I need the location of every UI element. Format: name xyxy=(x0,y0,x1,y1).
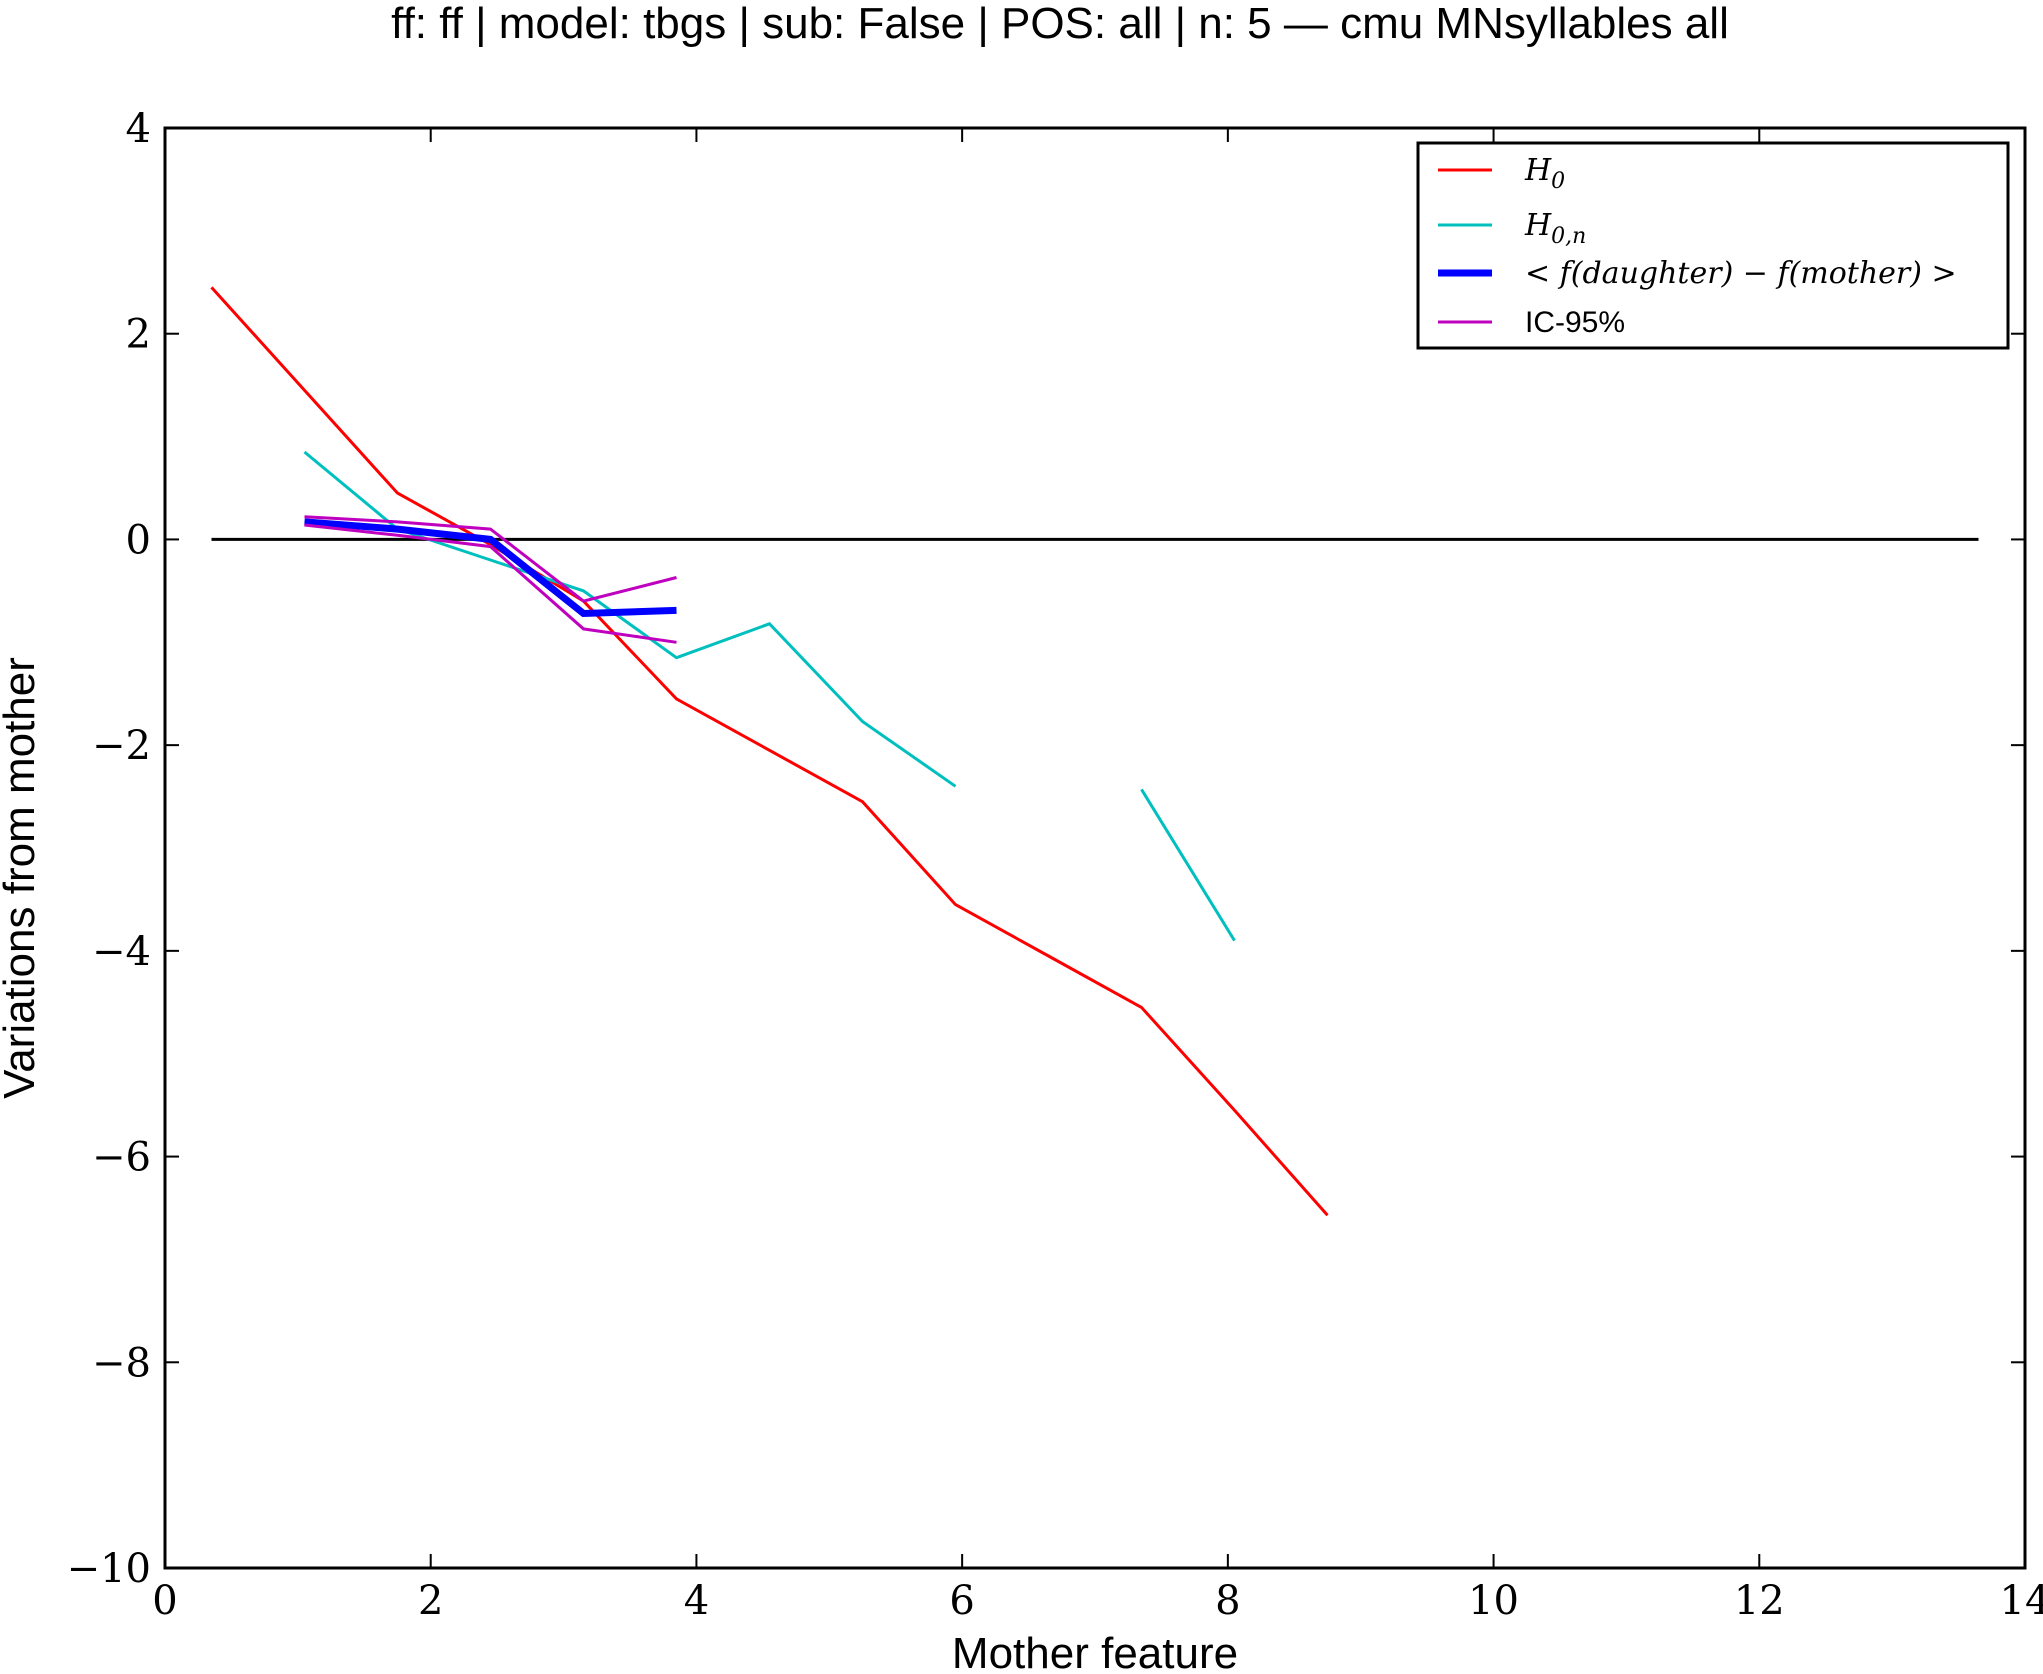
plot-area xyxy=(210,286,1979,1217)
y-tick-label: −6 xyxy=(92,1135,151,1181)
y-tick-label: 4 xyxy=(126,106,151,152)
y-tick-label: −4 xyxy=(92,929,151,975)
series-line-f-daughter-f-mother-seg-0 xyxy=(304,518,677,618)
y-tick-label: 2 xyxy=(126,312,151,358)
y-tick-label: −2 xyxy=(92,723,151,769)
x-tick-label: 10 xyxy=(1468,1578,1519,1624)
y-axis-label: Variations from mother xyxy=(0,657,44,1099)
x-tick-label: 6 xyxy=(949,1578,974,1624)
series-line-ic-95-seg-1 xyxy=(304,523,677,644)
series-line-ic-95-seg-0 xyxy=(304,515,677,603)
legend-entry-label: H0 xyxy=(1524,153,1565,194)
series-line-h-0-n-seg-0 xyxy=(303,450,957,788)
legend-entry-label: H0,n xyxy=(1524,208,1586,249)
series-line-h-0-seg-0 xyxy=(210,286,1329,1217)
x-tick-label: 4 xyxy=(684,1578,709,1624)
axes-frame xyxy=(163,126,2027,1570)
series-line-h-0-n-seg-1 xyxy=(1140,788,1236,942)
y-tick-label: 0 xyxy=(126,517,151,563)
legend-entry-label: < f(daughter) − f(mother) > xyxy=(1525,256,1957,291)
x-tick-label: 12 xyxy=(1734,1578,1785,1624)
x-tick-label: 2 xyxy=(418,1578,443,1624)
legend-box xyxy=(1416,141,2010,350)
x-axis-label: Mother feature xyxy=(952,1629,1238,1674)
axis-ticks: 0 2 4 6 8 10 12 14 4 2 0 −2 −4 −6 −8 −10 xyxy=(67,106,2043,1624)
x-tick-label: 14 xyxy=(2000,1578,2043,1624)
legend: H0 H0,n < f(daughter) − f(mother) > IC-95% xyxy=(1416,141,2010,350)
x-tick-label: 8 xyxy=(1215,1578,1240,1624)
y-tick-label: −8 xyxy=(92,1340,151,1386)
legend-entry-label: IC-95% xyxy=(1525,306,1625,339)
x-tick-label: 0 xyxy=(152,1578,177,1624)
chart-title: ff: ff | model: tbgs | sub: False | POS:… xyxy=(391,0,1729,48)
y-tick-label: −10 xyxy=(67,1546,151,1592)
